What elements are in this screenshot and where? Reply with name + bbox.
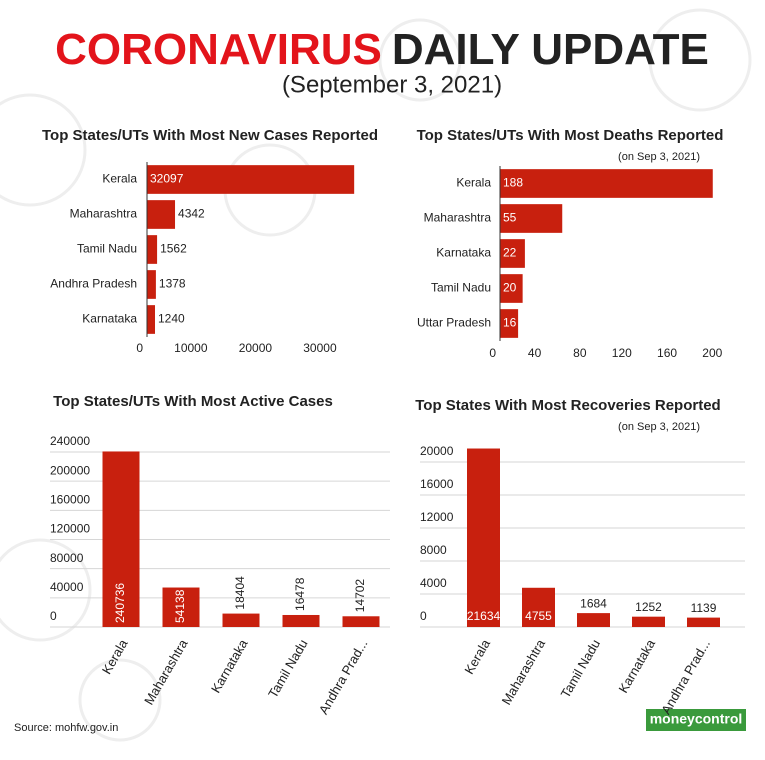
y-tick-label: 12000 — [420, 510, 454, 524]
title-dark: DAILY UPDATE — [392, 25, 709, 74]
y-tick-label: 80000 — [50, 551, 84, 565]
value-label: 1684 — [580, 596, 607, 610]
value-label: 4755 — [525, 609, 552, 623]
bar — [162, 587, 200, 627]
bar — [687, 617, 720, 627]
value-label: 54138 — [173, 589, 187, 623]
bar — [632, 616, 665, 627]
category-label: Karnataka — [436, 246, 491, 260]
chart-title: Top States/UTs With Most New Cases Repor… — [42, 127, 378, 144]
y-tick-label: 0 — [420, 609, 427, 623]
value-label: 4342 — [178, 207, 205, 221]
bar — [342, 616, 380, 627]
bar — [147, 200, 176, 229]
y-tick-label: 240000 — [50, 434, 90, 448]
value-label: 20 — [503, 281, 517, 295]
value-label: 21634 — [467, 609, 501, 623]
value-label: 1240 — [158, 312, 185, 326]
bar — [147, 305, 156, 334]
category-label: Maharashtra — [499, 636, 549, 707]
category-label: Andhra Pradesh — [50, 277, 137, 291]
y-tick-label: 0 — [50, 609, 57, 623]
bar — [467, 448, 500, 627]
y-tick-label: 120000 — [50, 522, 90, 536]
y-tick-label: 20000 — [420, 444, 454, 458]
category-label: Kerala — [456, 176, 491, 190]
bar — [522, 587, 555, 627]
category-label: Andhra Prad... — [316, 637, 371, 717]
y-tick-label: 8000 — [420, 543, 447, 557]
bar — [500, 274, 523, 303]
logo-box — [646, 709, 746, 731]
bar — [147, 165, 355, 194]
x-tick-label: 30000 — [303, 341, 337, 355]
y-tick-label: 200000 — [50, 463, 90, 477]
chart-title: Top States/UTs With Most Active Cases — [53, 393, 333, 410]
bar — [147, 270, 156, 299]
value-label: 16478 — [293, 577, 307, 611]
x-tick-label: 80 — [573, 346, 587, 360]
title-red: CORONAVIRUS — [55, 25, 382, 74]
x-tick-label: 10000 — [174, 341, 208, 355]
chart-title: Top States With Most Recoveries Reported — [415, 397, 720, 414]
y-tick-label: 4000 — [420, 576, 447, 590]
category-label: Kerala — [461, 636, 493, 677]
bar — [282, 614, 320, 627]
value-label: 1139 — [691, 601, 717, 615]
category-label: Tamil Nadu — [558, 637, 604, 701]
x-tick-label: 120 — [612, 346, 632, 360]
value-label: 1378 — [159, 277, 186, 291]
x-tick-label: 20000 — [239, 341, 273, 355]
category-label: Maharashtra — [424, 211, 492, 225]
value-label: 32097 — [150, 172, 184, 186]
value-label: 1252 — [635, 600, 662, 614]
chart-subtitle: (on Sep 3, 2021) — [618, 421, 700, 433]
value-label: 55 — [503, 211, 517, 225]
x-tick-label: 0 — [489, 346, 496, 360]
category-label: Andhra Prad... — [658, 637, 713, 717]
category-label: Karnataka — [615, 636, 658, 695]
y-tick-label: 160000 — [50, 493, 90, 507]
bar — [147, 235, 158, 264]
category-label: Uttar Pradesh — [417, 316, 491, 330]
category-label: Karnataka — [82, 312, 137, 326]
y-tick-label: 40000 — [50, 580, 84, 594]
page-subtitle: (September 3, 2021) — [282, 71, 502, 98]
bar — [222, 613, 260, 627]
bar — [500, 169, 713, 198]
value-label: 16 — [503, 316, 517, 330]
logo: moneycontrol — [650, 711, 743, 727]
background-decoration — [0, 8, 752, 742]
bar — [500, 204, 563, 233]
bar — [577, 613, 610, 627]
chart-title: Top States/UTs With Most Deaths Reported — [417, 127, 724, 144]
category-label: Tamil Nadu — [431, 281, 491, 295]
category-label: Maharashtra — [70, 207, 138, 221]
value-label: 1562 — [160, 242, 187, 256]
value-label: 18404 — [233, 576, 247, 610]
value-label: 240736 — [113, 583, 127, 623]
value-label: 188 — [503, 176, 523, 190]
bar — [102, 451, 140, 627]
bar — [500, 239, 525, 268]
category-label: Kerala — [99, 636, 131, 677]
x-tick-label: 200 — [702, 346, 722, 360]
source: Source: mohfw.gov.in — [14, 722, 118, 734]
value-label: 14702 — [353, 579, 367, 613]
category-label: Karnataka — [208, 636, 251, 695]
x-tick-label: 40 — [528, 346, 542, 360]
category-label: Kerala — [102, 172, 137, 186]
y-tick-label: 16000 — [420, 477, 454, 491]
value-label: 22 — [503, 246, 517, 260]
bar — [500, 309, 519, 338]
chart-subtitle: (on Sep 3, 2021) — [618, 151, 700, 163]
category-label: Tamil Nadu — [265, 637, 311, 701]
page-title: CORONAVIRUS DAILY UPDATE — [55, 25, 709, 74]
category-label: Tamil Nadu — [77, 242, 137, 256]
x-tick-label: 0 — [136, 341, 143, 355]
x-tick-label: 160 — [657, 346, 677, 360]
